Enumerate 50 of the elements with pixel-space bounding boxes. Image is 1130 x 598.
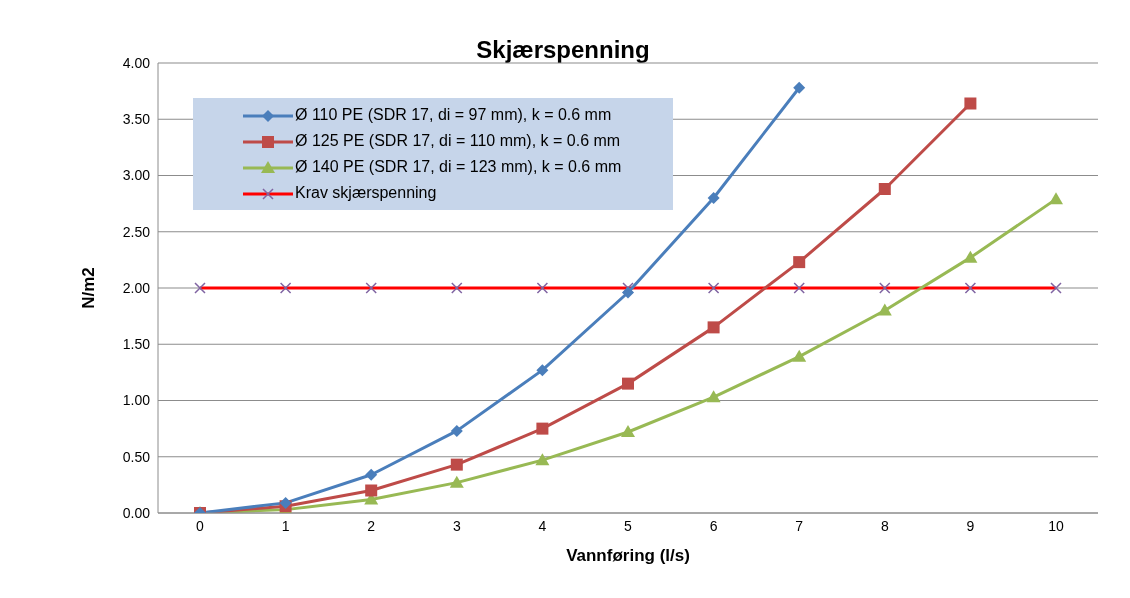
x-tick-label: 1 (281, 517, 290, 534)
x-tick-label: 9 (966, 517, 975, 534)
x-tick-label: 5 (624, 517, 633, 534)
point (706, 390, 721, 403)
x-tick-label: 7 (795, 517, 804, 534)
point (622, 286, 634, 299)
point (964, 97, 977, 110)
chart-title: Skjærspenning (476, 36, 650, 63)
point (279, 496, 292, 509)
x-tick-label: 4 (538, 517, 547, 534)
point (449, 475, 464, 488)
y-tick-label: 3.50 (122, 111, 151, 128)
x-axis-title: Vannføring (l/s) (566, 546, 690, 565)
point (622, 377, 634, 390)
point (707, 321, 720, 334)
y-tick-label: 4.00 (122, 54, 151, 71)
y-tick-label: 2.00 (122, 279, 151, 296)
y-axis-title: N/m2 (79, 267, 99, 309)
y-tick-label: 0.00 (122, 504, 151, 521)
point (365, 468, 378, 481)
point (621, 425, 635, 437)
point (365, 484, 378, 497)
legend-label: Ø 140 PE (SDR 17, di = 123 mm), k = 0.6 mm (294, 157, 623, 177)
legend-label: Krav skjærspenning (294, 183, 438, 203)
y-tick-label: 0.50 (122, 448, 151, 465)
x-tick-label: 0 (196, 517, 205, 534)
point (450, 458, 463, 471)
point (450, 424, 463, 437)
x-tick-label: 10 (1048, 517, 1064, 534)
point (1049, 192, 1063, 205)
point (878, 183, 891, 195)
point (535, 453, 550, 466)
point (877, 303, 892, 316)
point (792, 349, 807, 362)
y-tick-label: 1.00 (122, 392, 151, 409)
x-tick-label: 2 (367, 517, 376, 534)
y-tick-label: 3.00 (122, 167, 151, 184)
legend-label: Ø 110 PE (SDR 17, di = 97 mm), k = 0.6 mm (294, 105, 613, 125)
y-tick-label: 1.50 (122, 336, 151, 353)
point (536, 364, 549, 377)
point (536, 422, 549, 435)
point (793, 256, 806, 269)
point (963, 250, 978, 263)
point (707, 192, 720, 204)
point (793, 81, 806, 94)
x-tick-label: 3 (452, 517, 461, 534)
x-tick-label: 6 (709, 517, 718, 534)
x-tick-label: 8 (880, 517, 889, 534)
legend-label: Ø 125 PE (SDR 17, di = 110 mm), k = 0.6 mm (294, 131, 622, 151)
y-tick-label: 2.50 (122, 223, 151, 240)
